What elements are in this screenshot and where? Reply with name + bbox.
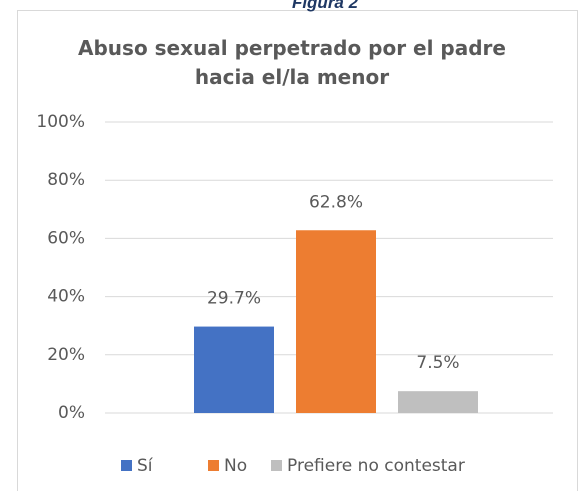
y-tick-label: 60% <box>47 228 85 248</box>
y-tick-label: 80% <box>47 170 85 190</box>
data-label: 29.7% <box>207 289 261 309</box>
y-tick-label: 100% <box>36 112 85 132</box>
bar <box>398 391 478 413</box>
legend-swatch <box>121 460 132 471</box>
y-tick-label: 20% <box>47 345 85 365</box>
y-tick-label: 0% <box>58 403 85 423</box>
legend-label: No <box>224 456 247 476</box>
legend-swatch <box>208 460 219 471</box>
data-label: 7.5% <box>416 353 459 373</box>
y-tick-label: 40% <box>47 287 85 307</box>
bar <box>296 230 376 413</box>
chart-title: Abuso sexual perpetrado por el padre hac… <box>78 36 506 89</box>
bar <box>194 326 274 413</box>
data-label: 62.8% <box>309 192 363 212</box>
legend-swatch <box>271 460 282 471</box>
figure-caption: Figura 2 <box>291 0 359 12</box>
legend-label: Sí <box>137 456 154 476</box>
legend-label: Prefiere no contestar <box>287 456 465 476</box>
